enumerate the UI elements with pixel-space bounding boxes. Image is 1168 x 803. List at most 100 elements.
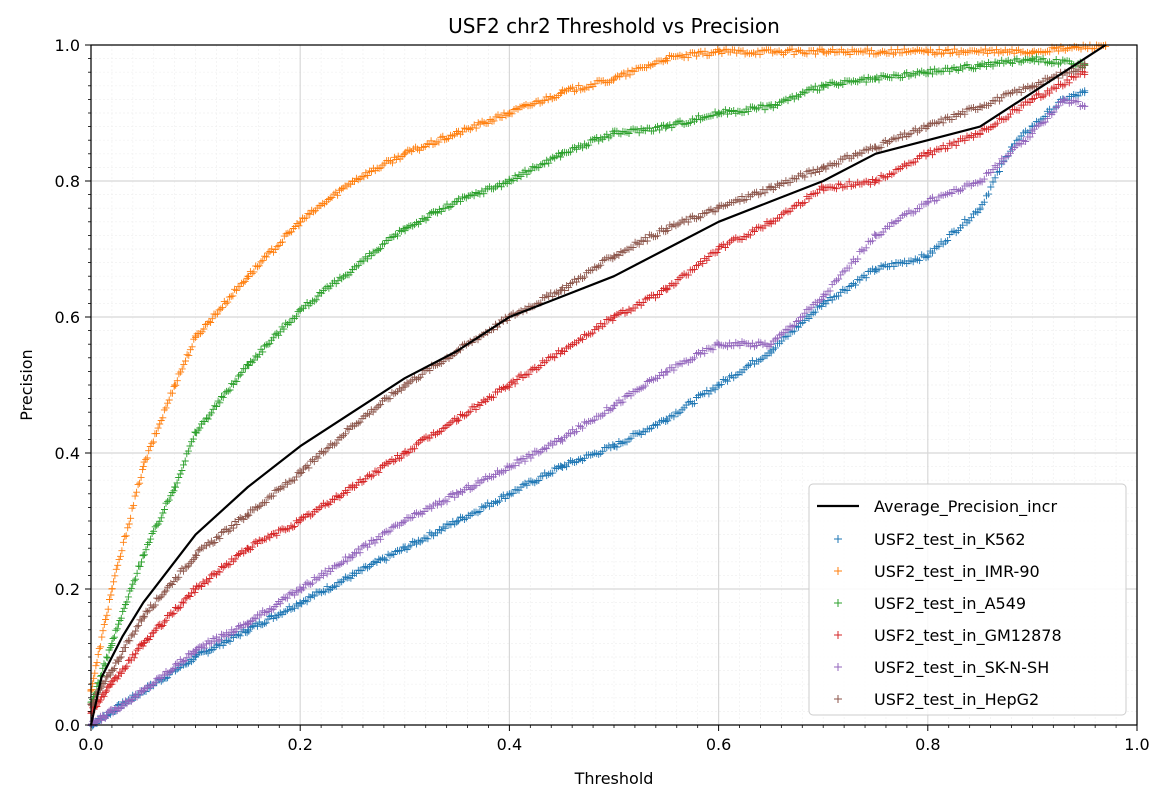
data-point bbox=[296, 517, 304, 525]
x-axis-title: Threshold bbox=[574, 769, 654, 788]
data-point bbox=[505, 381, 513, 389]
data-point bbox=[767, 347, 775, 355]
data-point bbox=[1028, 129, 1036, 137]
data-point bbox=[401, 449, 409, 457]
y-tick-label: 0.4 bbox=[55, 444, 80, 463]
data-point bbox=[715, 340, 723, 348]
legend-marker-swatch bbox=[834, 567, 842, 575]
data-point bbox=[662, 225, 670, 233]
data-point bbox=[872, 231, 879, 239]
data-point bbox=[819, 163, 827, 171]
data-point bbox=[244, 272, 252, 280]
data-point bbox=[610, 401, 618, 409]
data-point bbox=[192, 551, 200, 559]
data-point bbox=[1081, 102, 1089, 110]
data-point bbox=[976, 177, 984, 185]
data-point bbox=[819, 299, 827, 307]
data-point bbox=[924, 48, 932, 56]
data-point bbox=[505, 490, 513, 498]
data-point bbox=[715, 48, 723, 56]
y-tick-label: 0.6 bbox=[55, 308, 80, 327]
data-point bbox=[558, 150, 566, 158]
axis-ticks: 0.0 0.2 0.4 0.6 0.8 1.0 0.0 0.2 0.4 0.6 0.8 1.0 bbox=[55, 36, 1150, 754]
data-point bbox=[819, 82, 827, 90]
data-point bbox=[192, 646, 200, 654]
data-point bbox=[610, 75, 618, 83]
data-point bbox=[976, 204, 984, 212]
data-point bbox=[296, 585, 304, 593]
data-point bbox=[662, 367, 670, 375]
legend-marker-swatch bbox=[834, 695, 842, 703]
data-point bbox=[1060, 95, 1068, 103]
x-tick-label: 0.0 bbox=[78, 735, 103, 754]
legend-marker-swatch bbox=[834, 535, 842, 543]
y-tick-label: 1.0 bbox=[55, 36, 80, 55]
average-precision-line bbox=[89, 44, 1107, 726]
data-point bbox=[715, 381, 723, 389]
data-point bbox=[244, 619, 252, 627]
data-point bbox=[715, 245, 723, 253]
data-point bbox=[558, 347, 566, 355]
data-point bbox=[192, 333, 200, 341]
data-point bbox=[139, 639, 147, 647]
data-point bbox=[924, 68, 932, 76]
data-point bbox=[505, 463, 513, 471]
data-point bbox=[558, 435, 566, 443]
data-point bbox=[244, 510, 252, 518]
chart-title: USF2 chr2 Threshold vs Precision bbox=[448, 14, 780, 38]
data-point bbox=[610, 252, 618, 260]
y-tick-label: 0.2 bbox=[55, 580, 80, 599]
data-point bbox=[872, 143, 879, 151]
data-point bbox=[139, 551, 147, 559]
data-point bbox=[715, 109, 723, 117]
legend-marker-swatch bbox=[834, 631, 842, 639]
legend-label: USF2_test_in_A549 bbox=[874, 594, 1026, 614]
data-point bbox=[349, 422, 356, 430]
data-point bbox=[139, 612, 147, 620]
data-point bbox=[1028, 55, 1036, 63]
data-point bbox=[662, 415, 670, 423]
data-point bbox=[296, 306, 304, 314]
data-point bbox=[244, 544, 252, 552]
data-point bbox=[401, 517, 409, 525]
data-point bbox=[453, 517, 461, 525]
data-point bbox=[401, 225, 409, 233]
data-point bbox=[1081, 89, 1089, 97]
data-point bbox=[139, 463, 147, 471]
data-point bbox=[558, 463, 566, 471]
data-point bbox=[924, 150, 932, 158]
data-point bbox=[505, 109, 513, 117]
data-point bbox=[296, 599, 304, 607]
x-tick-label: 0.4 bbox=[497, 735, 522, 754]
data-point bbox=[108, 639, 116, 647]
data-point bbox=[401, 381, 409, 389]
legend-label: Average_Precision_incr bbox=[874, 497, 1057, 517]
legend-marker-swatch bbox=[834, 599, 842, 607]
data-point bbox=[453, 415, 461, 423]
legend-label: USF2_test_in_HepG2 bbox=[874, 690, 1039, 710]
data-point bbox=[1028, 48, 1036, 56]
data-point bbox=[296, 218, 304, 226]
data-point bbox=[819, 293, 827, 301]
data-point bbox=[171, 381, 179, 389]
data-point bbox=[610, 313, 618, 321]
data-point bbox=[192, 429, 200, 437]
legend-label: USF2_test_in_SK-N-SH bbox=[874, 658, 1049, 678]
data-point bbox=[558, 89, 566, 97]
data-point bbox=[924, 197, 932, 205]
legend: Average_Precision_incr USF2_test_in_K562 U… bbox=[808, 483, 1127, 716]
data-point bbox=[872, 75, 879, 83]
data-point bbox=[453, 129, 461, 137]
data-point bbox=[976, 61, 984, 69]
data-point bbox=[767, 340, 775, 348]
x-tick-label: 0.8 bbox=[915, 735, 940, 754]
data-point bbox=[610, 442, 618, 450]
data-point bbox=[244, 361, 252, 369]
x-tick-label: 0.2 bbox=[287, 735, 312, 754]
data-point bbox=[401, 544, 409, 552]
x-tick-label: 1.0 bbox=[1124, 735, 1149, 754]
data-point bbox=[976, 102, 984, 110]
data-point bbox=[558, 286, 566, 294]
data-point bbox=[1028, 82, 1036, 90]
